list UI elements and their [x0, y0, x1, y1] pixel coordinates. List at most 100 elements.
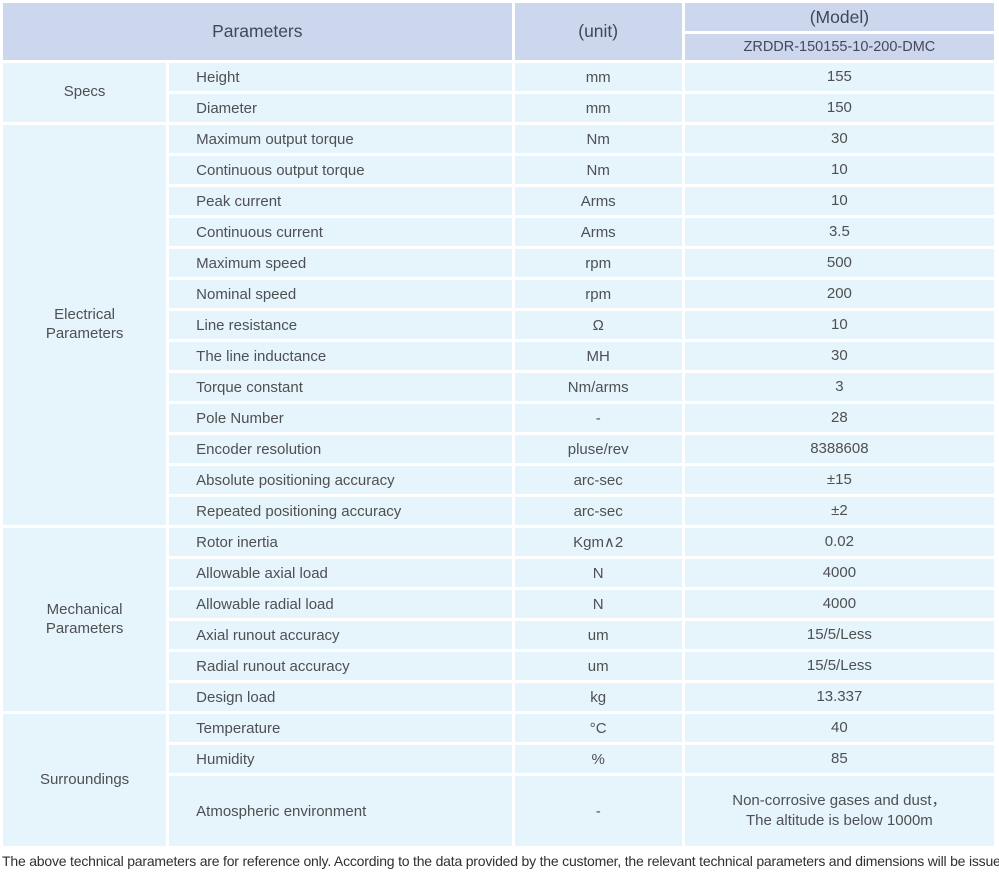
unit-cell: °C	[514, 714, 682, 742]
value-cell: 28	[684, 404, 994, 432]
param-cell: Allowable axial load	[169, 559, 512, 587]
value-cell: 4000	[684, 590, 994, 618]
unit-cell: Nm	[514, 156, 682, 184]
table-row: Encoder resolution pluse/rev 8388608	[3, 435, 994, 463]
value-cell: 200	[684, 280, 994, 308]
param-cell: Maximum output torque	[169, 125, 512, 153]
table-row: Allowable radial load N 4000	[3, 590, 994, 618]
unit-cell: Nm	[514, 125, 682, 153]
param-cell: Humidity	[169, 745, 512, 773]
table-row: Torque constant Nm/arms 3	[3, 373, 994, 401]
value-cell: Non-corrosive gases and dust， The altitu…	[684, 776, 994, 846]
table-row: Mechanical Parameters Rotor inertia Kgm∧2 0…	[3, 528, 994, 711]
header-parameters: Parameters	[3, 3, 512, 60]
value-cell: 13.337	[684, 683, 994, 711]
unit-cell: um	[514, 652, 682, 680]
table-row: Design load kg 13.337	[3, 683, 994, 711]
param-cell: Pole Number	[169, 404, 512, 432]
table-row: Humidity% 85	[3, 745, 994, 773]
param-cell: Nominal speed	[169, 280, 512, 308]
table-row: Pole Number -28	[3, 404, 994, 432]
param-cell: Repeated positioning accuracy	[169, 497, 512, 525]
header-unit: (unit)	[514, 3, 682, 60]
value-cell: 0.02	[684, 528, 994, 556]
param-cell: Peak current	[169, 187, 512, 215]
footnote-text: The above technical parameters are for r…	[2, 853, 999, 869]
table-row: Absolute positioning accuracy arc-sec ±15	[3, 466, 994, 494]
value-cell: 150	[684, 94, 994, 122]
table-row: Nominal speed rpm 200	[3, 280, 994, 308]
value-cell: 3.5	[684, 218, 994, 246]
value-cell: ±2	[684, 497, 994, 525]
value-cell: 30	[684, 342, 994, 370]
value-cell: 4000	[684, 559, 994, 587]
group-cell: Specs	[3, 63, 167, 122]
unit-cell: N	[514, 559, 682, 587]
param-cell: Encoder resolution	[169, 435, 512, 463]
value-cell: 30	[684, 125, 994, 153]
value-cell: ±15	[684, 466, 994, 494]
unit-cell: MH	[514, 342, 682, 370]
param-cell: Maximum speed	[169, 249, 512, 277]
table-row: Diameter mm 150	[3, 94, 994, 122]
unit-cell: N	[514, 590, 682, 618]
table-row: Electrical Parameters Maximum output torq…	[3, 125, 994, 525]
value-cell: 85	[684, 745, 994, 773]
unit-cell: mm	[514, 63, 682, 91]
value-cell: 15/5/Less	[684, 652, 994, 680]
param-cell: Radial runout accuracy	[169, 652, 512, 680]
header-model-number: ZRDDR-150155-10-200-DMC	[684, 34, 994, 60]
group-cell: Mechanical Parameters	[3, 528, 167, 711]
unit-cell: Arms	[514, 187, 682, 215]
unit-cell: Ω	[514, 311, 682, 339]
table-row: Line resistance Ω 10	[3, 311, 994, 339]
value-cell: 40	[684, 714, 994, 742]
param-cell: Continuous output torque	[169, 156, 512, 184]
unit-cell: -	[514, 404, 682, 432]
table-row: Continuous current Arms 3.5	[3, 218, 994, 246]
table-row: Specs Height mm 155	[3, 63, 994, 122]
value-cell: 10	[684, 187, 994, 215]
unit-cell: arc-sec	[514, 497, 682, 525]
table-row: Atmospheric environment - Non-corrosive ga…	[3, 776, 994, 846]
table-row: Allowable axial load N 4000	[3, 559, 994, 587]
param-cell: Height	[169, 63, 512, 91]
table-row: Axial runout accuracy um 15/5/Less	[3, 621, 994, 649]
param-cell: Continuous current	[169, 218, 512, 246]
unit-cell: rpm	[514, 249, 682, 277]
param-cell: Allowable radial load	[169, 590, 512, 618]
param-cell: Line resistance	[169, 311, 512, 339]
param-cell: Rotor inertia	[169, 528, 512, 556]
table-row: Repeated positioning accuracy arc-sec ±2	[3, 497, 994, 525]
param-cell: The line inductance	[169, 342, 512, 370]
param-cell: Torque constant	[169, 373, 512, 401]
unit-cell: -	[514, 776, 682, 846]
group-cell: Surroundings	[3, 714, 167, 846]
unit-cell: arc-sec	[514, 466, 682, 494]
group-cell: Electrical Parameters	[3, 125, 167, 525]
value-cell: 3	[684, 373, 994, 401]
value-cell: 155	[684, 63, 994, 91]
table-row: Surroundings Temperature °C 40	[3, 714, 994, 846]
value-cell: 8388608	[684, 435, 994, 463]
table-row: The line inductance MH 30	[3, 342, 994, 370]
table-row: Peak current Arms 10	[3, 187, 994, 215]
header-model: (Model)	[684, 3, 994, 31]
table-row: Continuous output torque Nm 10	[3, 156, 994, 184]
param-cell: Diameter	[169, 94, 512, 122]
unit-cell: um	[514, 621, 682, 649]
param-cell: Absolute positioning accuracy	[169, 466, 512, 494]
value-cell: 15/5/Less	[684, 621, 994, 649]
unit-cell: mm	[514, 94, 682, 122]
table-body: Specs Height mm 155 Diameter mm 150 Electrical …	[3, 63, 994, 846]
unit-cell: %	[514, 745, 682, 773]
param-cell: Temperature	[169, 714, 512, 742]
unit-cell: Nm/arms	[514, 373, 682, 401]
unit-cell: Arms	[514, 218, 682, 246]
value-cell: 10	[684, 311, 994, 339]
param-cell: Atmospheric environment	[169, 776, 512, 846]
unit-cell: Kgm∧2	[514, 528, 682, 556]
unit-cell: pluse/rev	[514, 435, 682, 463]
value-cell: 10	[684, 156, 994, 184]
